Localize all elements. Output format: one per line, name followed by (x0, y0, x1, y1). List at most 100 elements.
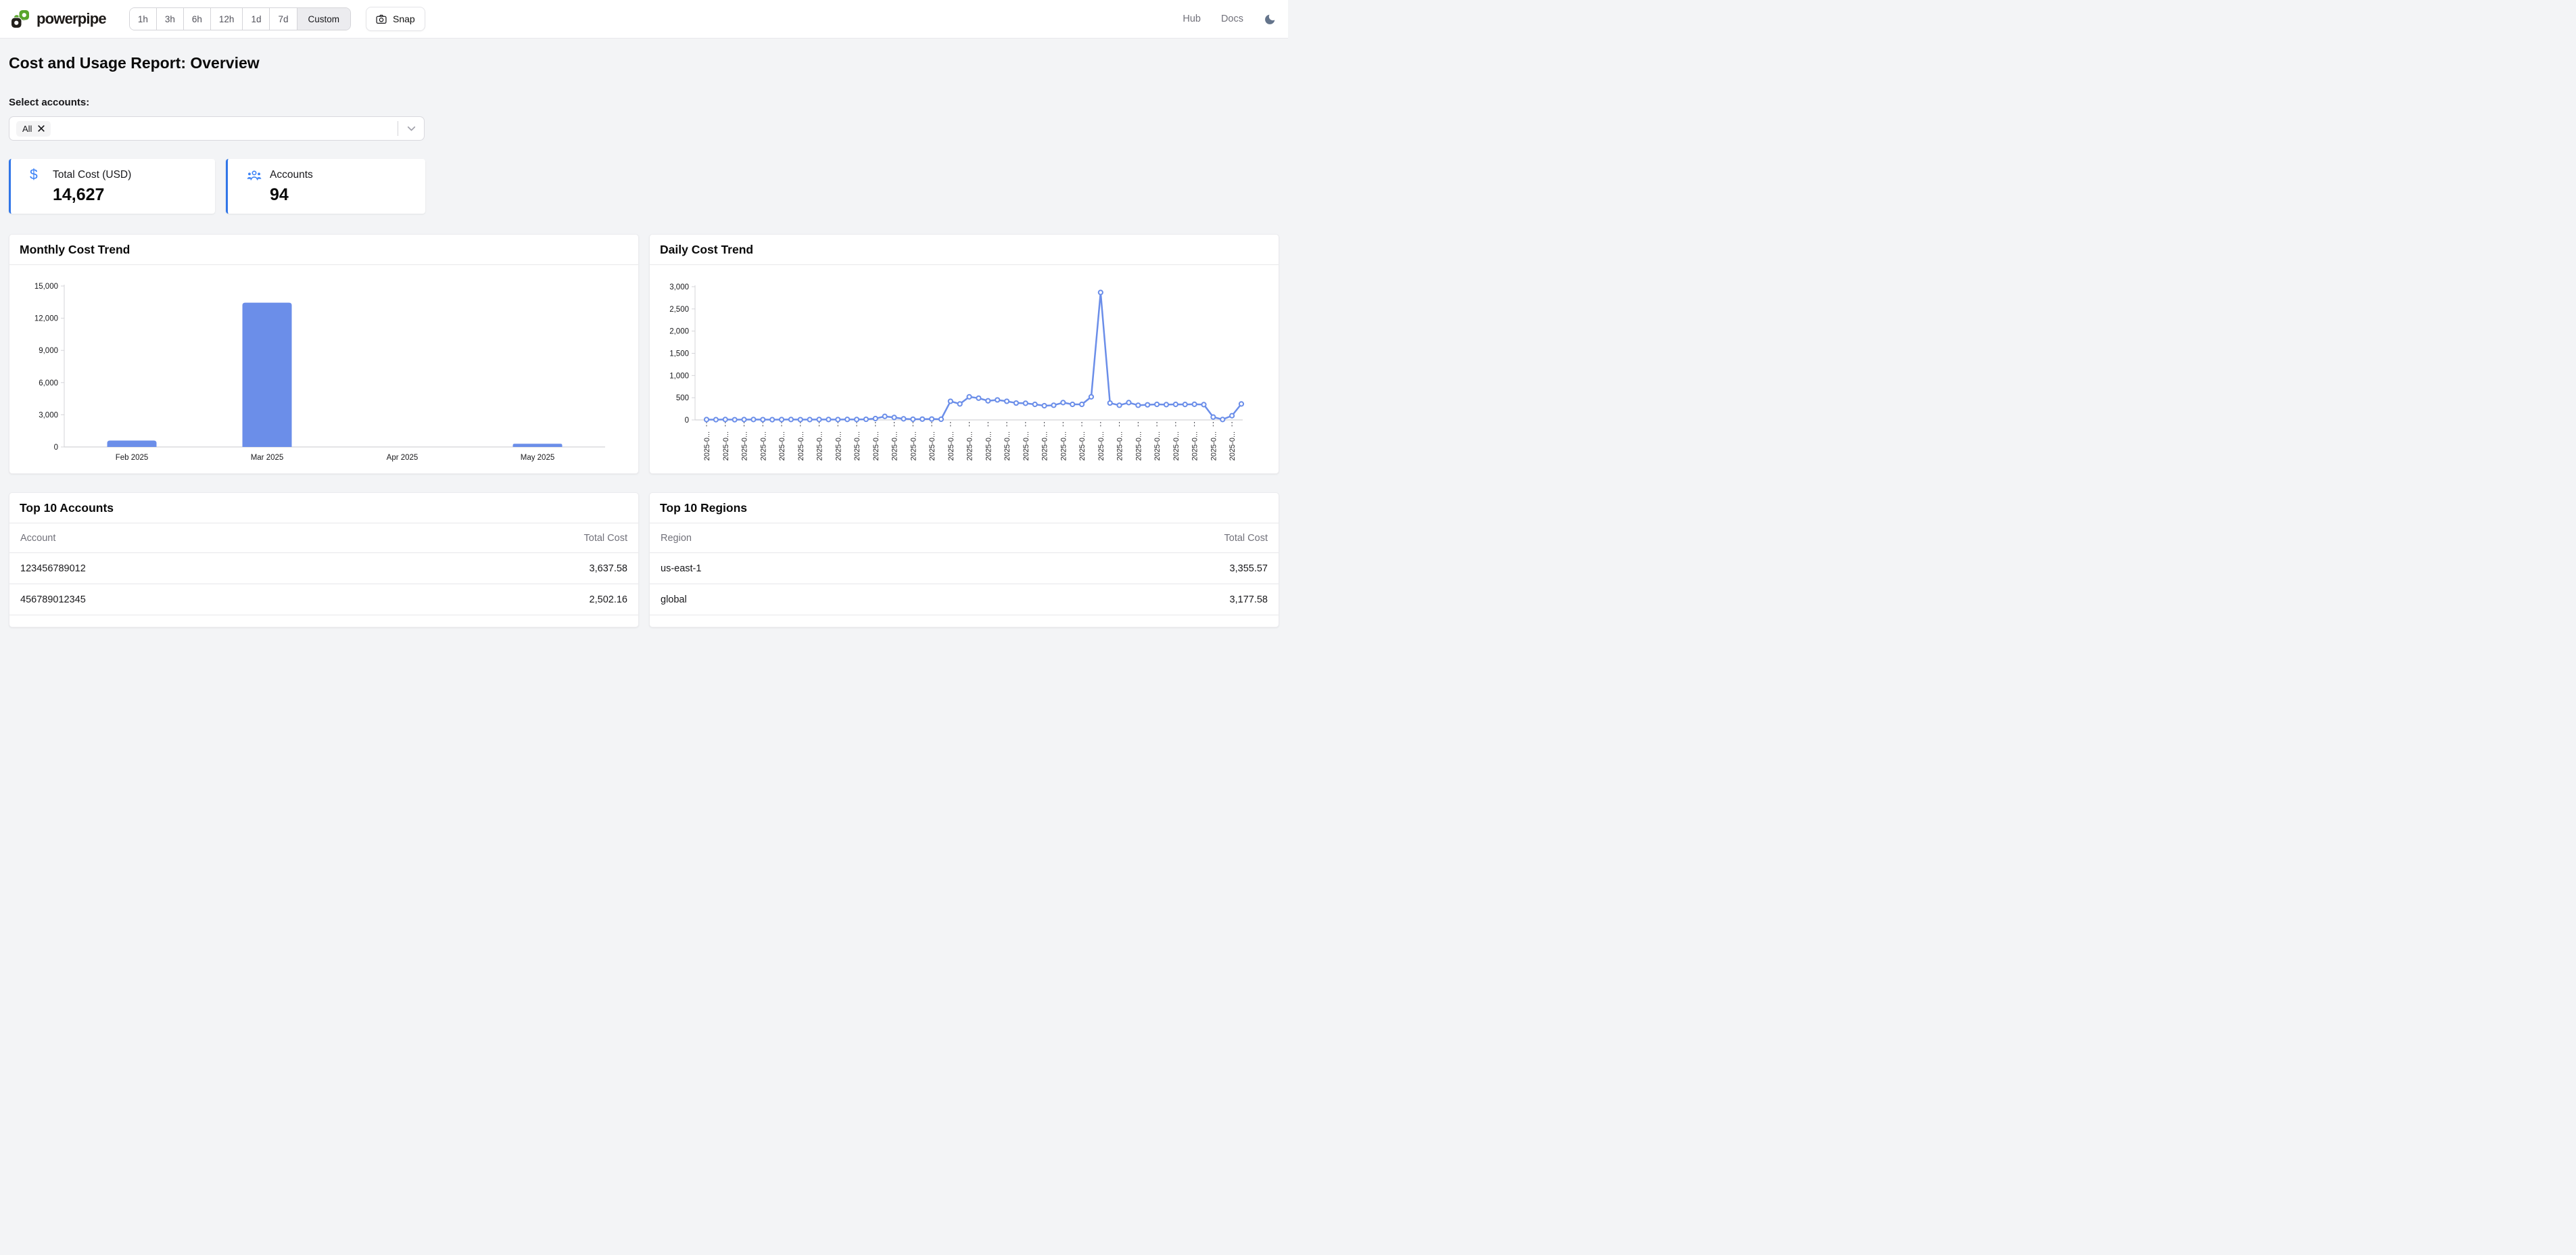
nav-link-docs[interactable]: Docs (1220, 14, 1243, 24)
accounts-select[interactable]: All (9, 116, 425, 141)
x-category-label: Mar 2025 (251, 454, 284, 462)
data-point-marker (1107, 400, 1113, 406)
theme-toggle-button[interactable] (1262, 11, 1278, 27)
remove-chip-icon[interactable] (38, 125, 45, 132)
data-point-marker (995, 397, 1001, 403)
brand-wordmark: powerpipe (37, 10, 107, 27)
cell-key: 456789012345 (20, 594, 86, 605)
cell-value: 3,177.58 (1229, 594, 1268, 605)
data-point-marker (807, 417, 813, 423)
x-category-label: Apr 2025 (387, 454, 419, 462)
stat-card-header: $ Total Cost (USD) (30, 168, 215, 183)
data-point-marker (1032, 401, 1038, 408)
data-point-marker (713, 417, 719, 423)
cell-value: 3,355.57 (1229, 563, 1268, 574)
data-point-marker (947, 398, 953, 404)
table-row[interactable]: global 3,177.58 (650, 584, 1279, 615)
time-range-7d[interactable]: 7d (270, 8, 297, 30)
data-point-marker (872, 415, 878, 422)
data-point-marker (1088, 394, 1095, 400)
data-point-marker (816, 417, 822, 423)
time-range-1d[interactable]: 1d (243, 8, 270, 30)
page-title: Cost and Usage Report: Overview (9, 54, 260, 72)
data-point-marker (891, 415, 897, 421)
cell-key: us-east-1 (661, 563, 702, 574)
y-tick-label: 3,000 (669, 283, 689, 291)
powerpipe-logo-icon (11, 9, 30, 28)
x-tick-label: 2025-0... (872, 431, 880, 460)
data-point-marker (1013, 400, 1020, 406)
x-tick-label: 2025-0... (1210, 431, 1218, 460)
stat-card-total-cost: $ Total Cost (USD) 14,627 (9, 159, 215, 214)
data-point-marker (703, 417, 710, 423)
chevron-down-icon[interactable] (406, 123, 417, 135)
y-tick-label: 0 (54, 444, 58, 452)
x-tick-label: 2025-0... (1078, 431, 1087, 460)
x-tick-label: 2025-0... (816, 431, 824, 460)
nav-link-hub[interactable]: Hub (1183, 14, 1201, 24)
table-title-accounts: Top 10 Accounts (20, 501, 114, 515)
data-point-marker (1172, 401, 1178, 408)
data-point-marker (1154, 401, 1160, 408)
y-tick-label: 3,000 (39, 411, 58, 419)
table-row[interactable]: 123456789012 3,637.58 (9, 553, 638, 584)
data-point-marker (1003, 398, 1010, 404)
divider (9, 264, 638, 265)
data-point-marker (1238, 401, 1245, 407)
x-tick-label: 2025-0... (984, 431, 993, 460)
x-tick-label: 2025-0... (703, 431, 711, 460)
x-tick-label: 2025-0... (1097, 431, 1105, 460)
data-point-marker (853, 417, 860, 423)
selected-account-chip[interactable]: All (16, 120, 51, 137)
data-point-marker (966, 394, 972, 400)
charts-row: Monthly Cost Trend 0 3,000 6,000 9,000 12,00… (9, 234, 1279, 474)
brand[interactable]: powerpipe (10, 9, 107, 29)
chip-label: All (22, 123, 32, 134)
daily-cost-trend-card: Daily Cost Trend 0 500 1,000 1,500 2,000 2,50… (649, 234, 1279, 474)
bar-mar-2025 (242, 302, 292, 447)
data-point-marker (1116, 402, 1122, 408)
chart-title-daily: Daily Cost Trend (660, 243, 754, 256)
snap-button[interactable]: Snap (366, 7, 425, 31)
x-tick-label: 2025-0... (1135, 431, 1143, 460)
data-point-marker (882, 413, 888, 419)
x-tick-label: 2025-0... (1172, 431, 1180, 460)
y-tick-label: 9,000 (39, 347, 58, 355)
table-row[interactable]: us-east-1 3,355.57 (650, 553, 1279, 584)
y-tick-label: 2,500 (669, 306, 689, 314)
data-point-marker (1041, 402, 1047, 409)
x-tick-label: 2025-0... (722, 431, 730, 460)
top-10-accounts-card: Top 10 Accounts Account Total Cost 1234567… (9, 492, 639, 628)
moon-icon (1265, 14, 1275, 24)
data-point-marker (826, 417, 832, 423)
daily-cost-trend-chart: 0 500 1,000 1,500 2,000 2,500 3,000 2025-0... 20… (669, 283, 1245, 460)
time-range-3h[interactable]: 3h (156, 8, 184, 30)
chart-title-monthly: Monthly Cost Trend (20, 243, 130, 256)
data-point-marker (1210, 414, 1216, 420)
y-tick-label: 1,500 (669, 350, 689, 358)
stat-label: Accounts (270, 169, 313, 181)
data-point-marker (732, 417, 738, 423)
stat-label: Total Cost (USD) (53, 169, 132, 181)
snap-label: Snap (393, 14, 415, 24)
accounts-table: Account Total Cost 123456789012 3,637.58 456… (9, 523, 638, 615)
time-range-12h[interactable]: 12h (210, 8, 243, 30)
camera-icon (376, 14, 387, 24)
data-point-marker (1182, 402, 1188, 408)
top-10-regions-card: Top 10 Regions Region Total Cost us-east-1… (649, 492, 1279, 628)
data-point-marker (750, 417, 757, 423)
monthly-cost-trend-chart: 0 3,000 6,000 9,000 12,000 15,000 Feb 2025 Mar … (34, 283, 605, 462)
header-nav: Hub Docs (1183, 14, 1243, 24)
data-point-marker (976, 395, 982, 401)
time-range-custom[interactable]: Custom (297, 8, 351, 30)
table-row[interactable]: 456789012345 2,502.16 (9, 584, 638, 615)
data-point-marker (1022, 400, 1028, 406)
x-tick-label: 2025-0... (928, 431, 936, 460)
time-range-6h[interactable]: 6h (183, 8, 211, 30)
stat-card-header: Accounts (247, 168, 425, 183)
data-point-marker (797, 417, 803, 423)
data-point-marker (920, 416, 926, 422)
table-title-regions: Top 10 Regions (660, 501, 747, 515)
dollar-icon: $ (30, 167, 38, 183)
time-range-1h[interactable]: 1h (129, 8, 157, 30)
